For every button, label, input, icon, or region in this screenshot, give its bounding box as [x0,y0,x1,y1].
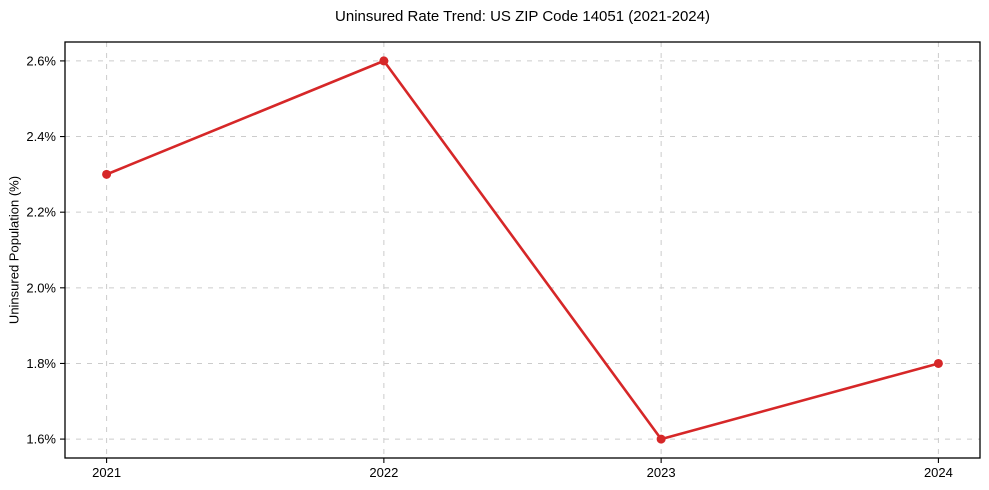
data-point-marker [933,358,943,368]
chart-title: Uninsured Rate Trend: US ZIP Code 14051 … [335,8,710,25]
y-tick-label: 2.6% [26,53,56,68]
x-tick-label: 2024 [924,465,953,480]
y-tick-label: 2.0% [26,280,56,295]
plot-border [64,41,981,459]
y-tick-label: 2.4% [26,129,56,144]
y-tick-label: 2.2% [26,205,56,220]
x-tick-label: 2023 [647,465,676,480]
y-tick-label: 1.6% [26,432,56,447]
data-point-marker [102,169,112,179]
x-tick-label: 2021 [92,465,121,480]
x-tick-label: 2022 [369,465,398,480]
trend-line [105,59,940,441]
y-tick-label: 1.8% [26,356,56,371]
data-point-marker [379,56,389,66]
data-point-marker [656,434,666,444]
